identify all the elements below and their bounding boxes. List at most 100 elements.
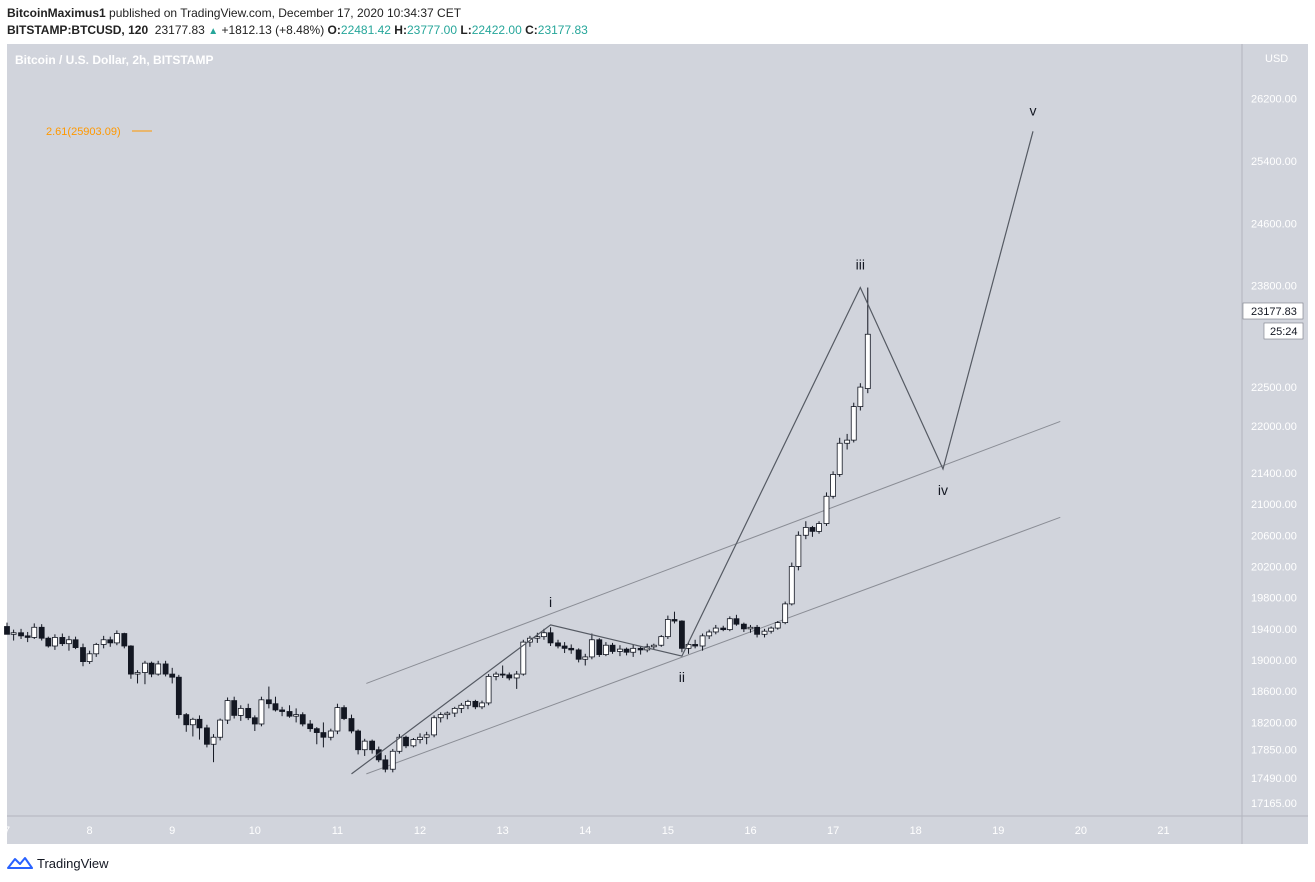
candle-body bbox=[830, 474, 836, 497]
candle bbox=[830, 471, 836, 499]
last-price: 23177.83 bbox=[154, 23, 205, 37]
time-tick-label: 16 bbox=[744, 825, 756, 837]
price-change: +1812.13 (+8.48%) bbox=[221, 23, 325, 37]
candle-body bbox=[575, 649, 582, 660]
candle-body bbox=[417, 736, 423, 740]
time-tick-label: 20 bbox=[1075, 825, 1087, 837]
candle-body bbox=[403, 736, 409, 747]
candle-body bbox=[327, 730, 334, 738]
time-tick-label: 18 bbox=[910, 825, 922, 837]
price-axis[interactable] bbox=[1242, 44, 1308, 816]
price-tick-label: 20600.00 bbox=[1251, 530, 1297, 542]
candle-body bbox=[513, 673, 520, 679]
candle bbox=[802, 521, 809, 540]
time-axis[interactable] bbox=[7, 816, 1308, 844]
candle-body bbox=[169, 673, 176, 678]
candle bbox=[52, 634, 58, 650]
candle bbox=[38, 624, 45, 641]
candle bbox=[86, 650, 93, 664]
candle-body bbox=[10, 632, 17, 635]
time-tick-label: 8 bbox=[87, 825, 93, 837]
price-tick-label: 21000.00 bbox=[1251, 499, 1297, 511]
last-price-tag bbox=[1242, 302, 1304, 320]
candle bbox=[617, 645, 623, 657]
high-value: 23777.00 bbox=[406, 23, 458, 37]
candle-body bbox=[100, 639, 107, 645]
candle-body bbox=[802, 527, 809, 536]
last-price-label: 23177.83 bbox=[1251, 306, 1297, 318]
candle bbox=[596, 638, 603, 657]
candle bbox=[582, 653, 589, 666]
candle-body bbox=[761, 630, 768, 635]
candle bbox=[204, 724, 210, 748]
candle-body bbox=[637, 647, 644, 651]
candle-body bbox=[196, 718, 203, 729]
candle-body bbox=[809, 527, 816, 532]
candle-body bbox=[568, 647, 575, 651]
candle bbox=[334, 703, 341, 735]
candle-body bbox=[121, 633, 128, 647]
candle bbox=[251, 715, 258, 732]
candle bbox=[637, 646, 644, 655]
author-name[interactable]: BitcoinMaximus1 bbox=[7, 6, 106, 20]
candle-body bbox=[836, 442, 843, 475]
candle bbox=[403, 735, 409, 749]
candle-body bbox=[293, 714, 300, 717]
candle bbox=[327, 728, 334, 741]
candle bbox=[293, 708, 300, 723]
candle bbox=[754, 624, 760, 638]
candle-body bbox=[712, 627, 719, 633]
candle-body bbox=[444, 712, 451, 716]
elliott-wave-path bbox=[351, 131, 1034, 775]
plot-area[interactable] bbox=[7, 44, 1242, 816]
candle bbox=[836, 437, 843, 477]
candle bbox=[726, 616, 733, 632]
candle-body bbox=[210, 736, 217, 745]
brand-name[interactable]: TradingView bbox=[37, 855, 109, 871]
candle bbox=[189, 717, 196, 737]
candle bbox=[650, 643, 657, 650]
candle-body bbox=[795, 534, 802, 567]
candle-body bbox=[630, 647, 637, 653]
candle-body bbox=[706, 631, 713, 637]
wave-label-ii: ii bbox=[679, 669, 685, 685]
candle-body bbox=[348, 718, 355, 732]
channel-line-2 bbox=[366, 516, 1061, 775]
candle bbox=[541, 628, 547, 640]
candle-body bbox=[80, 647, 86, 663]
candle bbox=[671, 611, 678, 624]
candle bbox=[245, 703, 252, 721]
candle bbox=[431, 715, 437, 738]
candle bbox=[313, 727, 320, 745]
candle-body bbox=[534, 636, 541, 639]
candle bbox=[307, 720, 314, 732]
candle bbox=[272, 696, 279, 712]
candle-body bbox=[679, 620, 685, 649]
candle bbox=[561, 642, 568, 654]
price-tick-label: 24600.00 bbox=[1251, 218, 1297, 230]
candle-body bbox=[437, 714, 444, 719]
candle-body bbox=[617, 648, 623, 652]
candle bbox=[231, 696, 238, 719]
candle-body bbox=[204, 727, 210, 745]
low-value: 22422.00 bbox=[471, 23, 522, 37]
candle bbox=[499, 665, 506, 678]
candle-body bbox=[582, 656, 589, 660]
candle bbox=[623, 647, 630, 656]
candle-body bbox=[499, 673, 506, 676]
candle bbox=[196, 715, 203, 740]
tradingview-logo-icon[interactable] bbox=[7, 856, 33, 870]
wave-label-iv: iv bbox=[938, 482, 948, 498]
time-tick-label: 11 bbox=[332, 825, 343, 837]
candle-body bbox=[658, 636, 665, 646]
candle bbox=[210, 734, 217, 763]
candle bbox=[382, 755, 389, 773]
fib-label: 2.61(25903.09) bbox=[46, 126, 121, 138]
candle bbox=[224, 697, 231, 724]
candle bbox=[761, 628, 768, 638]
candle bbox=[740, 622, 747, 632]
candle bbox=[493, 671, 499, 681]
candle-body bbox=[189, 718, 196, 726]
